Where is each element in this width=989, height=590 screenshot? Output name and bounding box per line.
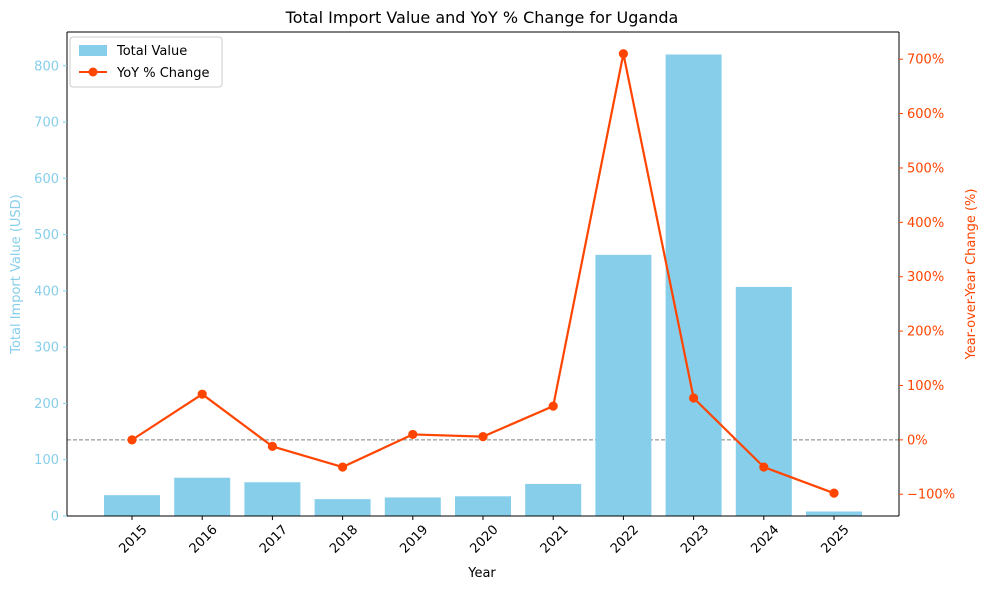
bars-layer — [104, 54, 862, 516]
yoy-point-2020 — [478, 432, 488, 442]
bar-2019 — [384, 497, 441, 516]
y-right-tick-label: 200% — [907, 325, 944, 340]
x-tick-label: 2015 — [117, 523, 151, 557]
bar-2021 — [525, 483, 582, 516]
yoy-point-2019 — [408, 429, 418, 440]
yoy-point-2025 — [829, 488, 839, 498]
y-left-tick-label: 700 — [34, 116, 59, 131]
y-left-tick-label: 200 — [34, 397, 59, 412]
y-left-tick-label: 400 — [34, 284, 59, 299]
x-axis-label: Year — [467, 566, 496, 581]
chart-title: Total Import Value and YoY % Change for … — [285, 8, 679, 27]
y-axis-right: −100% 0% 100% 200% 300% 400% 500% 600% 700% — [899, 53, 955, 503]
x-tick-label: 2020 — [468, 523, 502, 557]
yoy-point-2024 — [759, 462, 769, 472]
yoy-point-2021 — [548, 401, 558, 411]
x-tick-label: 2023 — [678, 523, 712, 557]
line-layer — [127, 49, 839, 498]
y-axis-left-label: Total Import Value (USD) — [9, 194, 24, 355]
y-left-tick-label: 0 — [51, 510, 59, 525]
x-tick-label: 2019 — [397, 523, 431, 557]
bar-2023 — [665, 54, 722, 516]
y-axis-left: 0 100 200 300 400 500 600 700 800 — [34, 59, 67, 525]
yoy-point-2018 — [338, 462, 348, 472]
y-right-tick-label: 400% — [907, 216, 944, 231]
x-axis: 2015 2016 2017 2018 2019 2020 2021 2022 2023 2024… — [117, 516, 853, 557]
y-left-tick-label: 800 — [34, 59, 59, 74]
legend-box — [69, 36, 223, 88]
y-right-tick-label: 100% — [907, 379, 944, 394]
yoy-point-2023 — [689, 393, 699, 403]
bar-2015 — [104, 495, 160, 516]
y-left-tick-label: 600 — [34, 172, 59, 187]
y-right-tick-label: 700% — [907, 53, 944, 68]
legend-swatch-yoy-marker — [88, 67, 98, 77]
y-left-tick-label: 100 — [34, 453, 59, 468]
yoy-point-2022 — [618, 49, 629, 59]
bar-2025 — [806, 511, 862, 516]
y-axis-right-label: Year-over-Year Change (%) — [964, 189, 979, 361]
yoy-line — [131, 52, 835, 495]
bar-2018 — [314, 499, 371, 516]
x-tick-label: 2016 — [187, 523, 221, 557]
x-tick-label: 2025 — [819, 523, 853, 557]
x-tick-label: 2022 — [608, 523, 642, 557]
yoy-point-2017 — [267, 441, 277, 451]
y-right-tick-label: −100% — [907, 488, 955, 503]
legend-label-yoy-change: YoY % Change — [116, 66, 210, 81]
bar-2016 — [174, 477, 231, 516]
x-tick-label: 2021 — [538, 523, 572, 557]
legend-label-total-value: Total Value — [116, 44, 187, 59]
legend-swatch-total-value — [79, 45, 107, 56]
bar-2017 — [244, 482, 301, 516]
y-right-tick-label: 500% — [907, 161, 944, 176]
yoy-point-2015 — [127, 435, 137, 445]
y-left-tick-label: 500 — [34, 228, 59, 243]
x-tick-label: 2024 — [748, 523, 782, 557]
y-right-tick-label: 300% — [907, 270, 944, 285]
y-right-tick-label: 600% — [907, 107, 944, 122]
y-right-tick-label: 0% — [907, 433, 928, 448]
bar-2024 — [735, 286, 792, 516]
bar-2020 — [455, 496, 511, 516]
x-tick-label: 2018 — [327, 523, 361, 557]
x-tick-label: 2017 — [257, 523, 291, 557]
yoy-point-2016 — [197, 389, 207, 399]
y-left-tick-label: 300 — [34, 341, 59, 356]
legend: Total Value YoY % Change — [69, 36, 223, 88]
bar-2022 — [595, 254, 652, 516]
